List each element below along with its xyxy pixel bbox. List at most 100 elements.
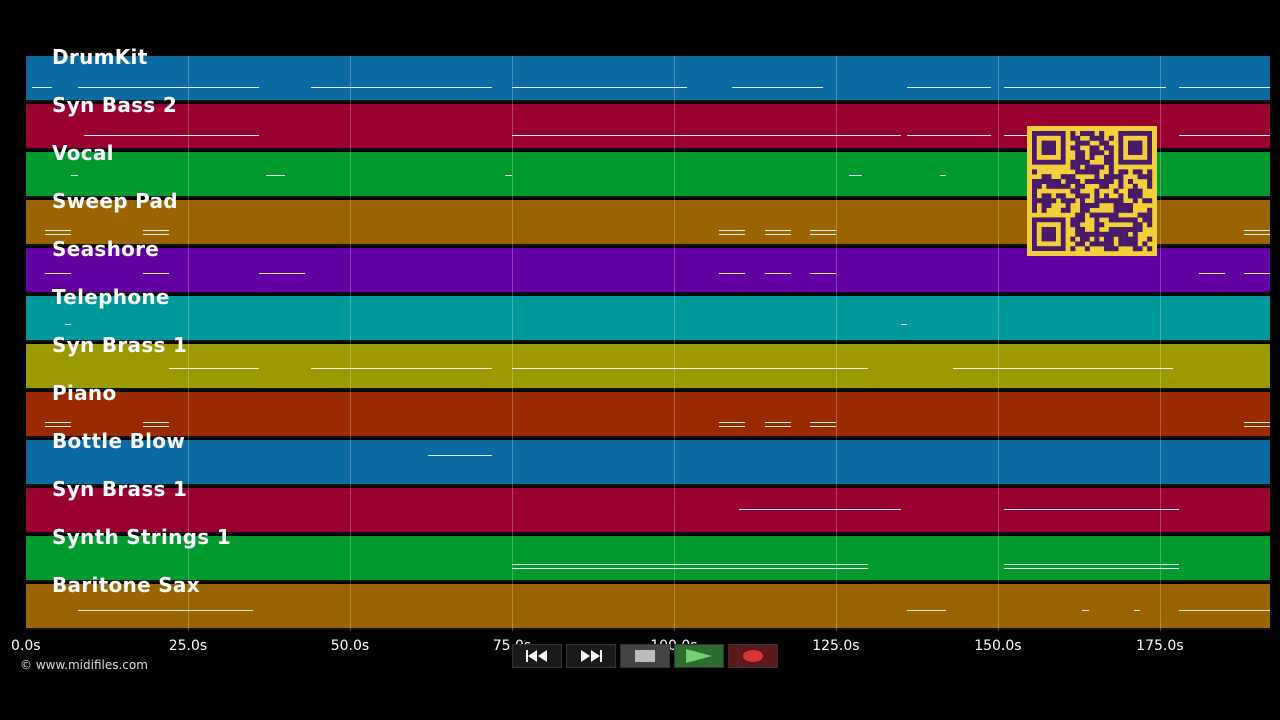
qr-code-icon[interactable]: [1027, 126, 1157, 256]
qr-module: [1118, 179, 1124, 184]
grid-line: [187, 56, 189, 631]
qr-module: [1089, 212, 1095, 218]
note-segment: [511, 368, 869, 369]
rewind-icon: [526, 650, 547, 662]
qr-module: [1113, 246, 1119, 252]
note-segment: [1244, 230, 1270, 231]
note-segment: [45, 422, 72, 423]
qr-module: [1070, 179, 1076, 184]
qr-module: [1051, 179, 1057, 184]
qr-module: [1065, 207, 1071, 213]
track-notes: [26, 536, 1270, 580]
qr-module: [1060, 174, 1066, 180]
qr-module: [1142, 212, 1148, 218]
qr-module: [1070, 198, 1076, 204]
qr-module: [1070, 246, 1076, 252]
note-segment: [848, 175, 862, 176]
note-segment: [1004, 87, 1167, 88]
track-notes: [26, 248, 1270, 292]
qr-module: [1094, 174, 1100, 180]
qr-module: [1070, 135, 1076, 141]
qr-module: [1118, 174, 1124, 180]
track-notes: [26, 152, 1270, 196]
qr-module: [1041, 193, 1047, 199]
qr-module: [1084, 231, 1090, 237]
qr-module: [1137, 169, 1143, 175]
qr-module: [1104, 193, 1109, 199]
qr-module: [1118, 193, 1124, 199]
qr-module: [1094, 179, 1100, 184]
qr-module: [1032, 169, 1037, 175]
track-lane[interactable]: Synth Strings 1: [26, 525, 1270, 582]
track-label: Bottle Blow: [52, 429, 186, 453]
qr-module: [1123, 169, 1129, 175]
track-notes: [26, 392, 1270, 436]
qr-module: [1070, 217, 1076, 223]
qr-module: [1132, 236, 1138, 242]
qr-module: [1113, 198, 1119, 204]
qr-module: [1108, 241, 1114, 247]
qr-module: [1099, 241, 1105, 247]
tick-label: 125.0s: [812, 638, 860, 654]
qr-module: [1080, 198, 1085, 204]
track-lane[interactable]: Syn Brass 1: [26, 477, 1270, 534]
qr-module: [1137, 174, 1143, 180]
qr-module: [1099, 164, 1105, 170]
note-segment: [511, 564, 869, 565]
note-segment: [1004, 564, 1180, 565]
track-label: Syn Brass 1: [52, 333, 188, 357]
qr-module: [1099, 231, 1105, 237]
qr-module: [1132, 169, 1138, 175]
qr-module: [1070, 222, 1076, 228]
note-segment: [764, 230, 791, 231]
qr-module: [1099, 183, 1105, 189]
track-lane[interactable]: Telephone: [26, 285, 1270, 342]
qr-module: [1118, 169, 1124, 175]
qr-module: [1080, 140, 1085, 146]
note-segment: [511, 568, 869, 569]
qr-module: [1104, 145, 1109, 151]
qr-module: [1142, 241, 1148, 247]
qr-module: [1075, 155, 1081, 160]
track-lane[interactable]: Syn Brass 1: [26, 333, 1270, 390]
qr-module: [1089, 145, 1095, 151]
track-label: Synth Strings 1: [52, 525, 231, 549]
track-lane[interactable]: Piano: [26, 381, 1270, 438]
track-notes: [26, 584, 1270, 628]
track-lane[interactable]: DrumKit: [26, 45, 1270, 102]
play-button[interactable]: [674, 644, 724, 668]
note-segment: [1244, 422, 1270, 423]
note-segment: [511, 87, 687, 88]
qr-module: [1094, 193, 1100, 199]
note-segment: [142, 426, 169, 427]
rewind-button[interactable]: [512, 644, 562, 668]
qr-code-graphic: [1032, 131, 1153, 252]
qr-module: [1032, 193, 1037, 199]
note-segment: [511, 135, 901, 136]
qr-module: [1070, 131, 1076, 136]
qr-module: [1056, 179, 1061, 184]
qr-module: [1113, 231, 1119, 237]
stop-button[interactable]: [620, 644, 670, 668]
track-lane[interactable]: Baritone Sax: [26, 573, 1270, 630]
note-segment: [1179, 87, 1270, 88]
qr-module: [1075, 188, 1081, 194]
qr-module: [1099, 140, 1105, 146]
qr-module: [1046, 174, 1052, 180]
qr-module: [1080, 236, 1085, 242]
qr-module: [1065, 203, 1071, 208]
qr-module: [1046, 198, 1052, 204]
track-notes: [26, 296, 1270, 340]
fast-forward-button[interactable]: [566, 644, 616, 668]
qr-module: [1041, 207, 1047, 213]
note-segment: [505, 175, 512, 176]
qr-module: [1099, 212, 1105, 218]
track-label: Syn Brass 1: [52, 477, 188, 501]
qr-module: [1089, 169, 1095, 175]
record-button[interactable]: [728, 644, 778, 668]
stop-icon: [635, 650, 655, 662]
qr-module: [1075, 193, 1081, 199]
qr-module: [1132, 217, 1138, 223]
track-lane[interactable]: Bottle Blow: [26, 429, 1270, 486]
note-segment: [809, 273, 836, 274]
